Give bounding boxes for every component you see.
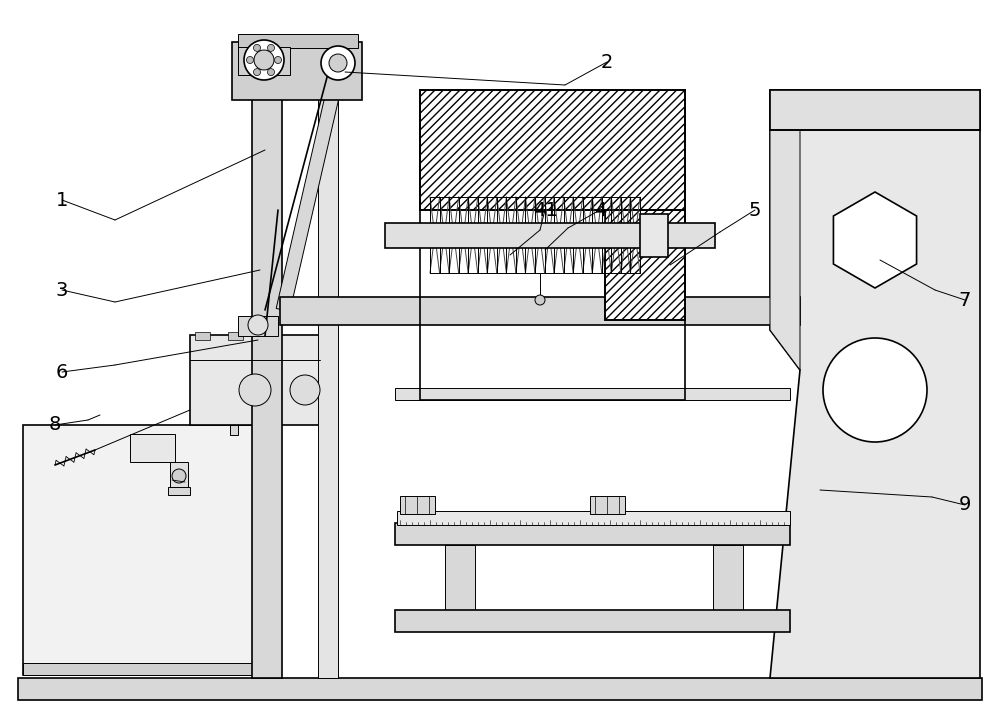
Bar	[232, 42, 362, 100]
Text: 9: 9	[959, 496, 971, 515]
Bar	[228, 332, 243, 340]
Circle shape	[172, 469, 186, 483]
Text: 2: 2	[601, 53, 613, 72]
Bar	[23, 425, 253, 675]
Bar	[170, 462, 188, 490]
Bar	[770, 90, 980, 130]
Bar	[18, 678, 982, 700]
Circle shape	[823, 338, 927, 442]
Bar	[23, 663, 253, 675]
Text: 6: 6	[56, 363, 68, 381]
Bar	[605, 210, 685, 320]
Bar	[318, 98, 338, 678]
Circle shape	[239, 374, 271, 406]
Bar	[420, 90, 685, 210]
Bar	[238, 34, 358, 48]
Bar	[238, 316, 278, 336]
Bar	[168, 487, 190, 495]
Bar	[605, 210, 685, 320]
Bar	[445, 545, 475, 610]
Text: 3: 3	[56, 280, 68, 300]
Bar	[395, 523, 790, 545]
Circle shape	[268, 45, 274, 51]
Bar	[280, 297, 800, 325]
Circle shape	[248, 315, 268, 335]
Circle shape	[290, 375, 320, 405]
Bar	[397, 511, 790, 525]
Bar	[420, 90, 685, 400]
Bar	[190, 335, 320, 425]
Bar	[713, 545, 743, 610]
Bar	[420, 90, 685, 210]
Text: 4: 4	[594, 200, 606, 219]
Circle shape	[268, 69, 274, 76]
Circle shape	[254, 69, 260, 76]
Text: 7: 7	[959, 290, 971, 310]
Circle shape	[246, 57, 254, 63]
Bar	[252, 98, 282, 678]
Text: 1: 1	[56, 190, 68, 209]
Bar	[400, 496, 435, 514]
Bar	[130, 434, 175, 462]
Bar	[230, 425, 238, 435]
Bar	[590, 496, 625, 514]
Text: 41: 41	[533, 200, 557, 219]
Circle shape	[535, 295, 545, 305]
Polygon shape	[770, 90, 980, 678]
Text: 8: 8	[49, 415, 61, 435]
Circle shape	[274, 57, 282, 63]
Bar	[238, 47, 290, 75]
Circle shape	[329, 54, 347, 72]
Circle shape	[321, 46, 355, 80]
Bar	[195, 332, 210, 340]
Circle shape	[244, 40, 284, 80]
Bar	[385, 223, 715, 248]
Polygon shape	[833, 192, 917, 288]
Polygon shape	[276, 60, 347, 312]
Text: 5: 5	[749, 200, 761, 219]
Polygon shape	[770, 90, 800, 370]
Circle shape	[254, 50, 274, 70]
Bar	[395, 610, 790, 632]
Bar	[395, 388, 790, 400]
Bar	[640, 214, 668, 257]
Circle shape	[254, 45, 260, 51]
